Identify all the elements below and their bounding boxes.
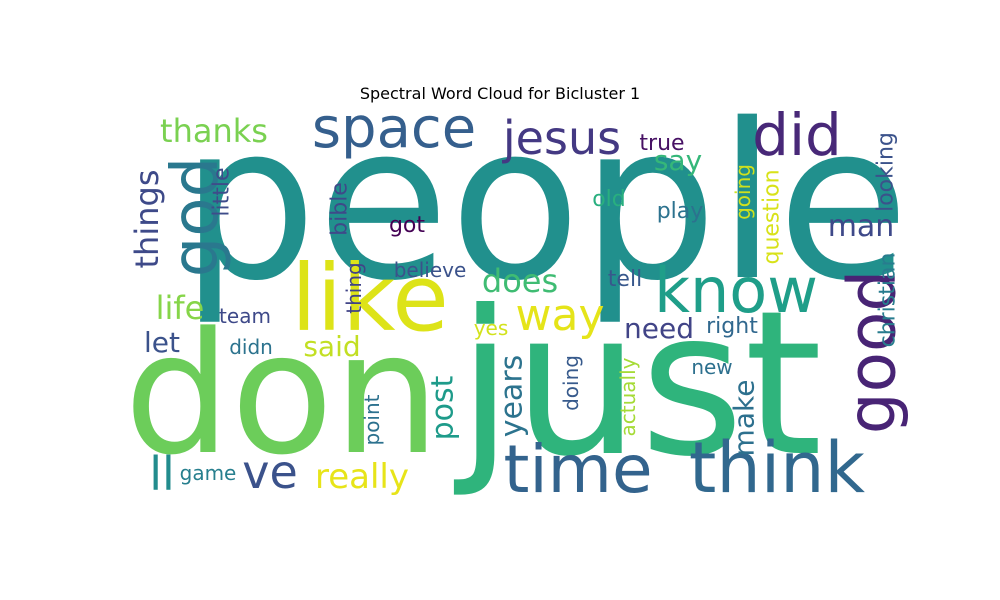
word-post: post [426, 375, 461, 440]
word-bible: bible [328, 182, 353, 236]
chart-title: Spectral Word Cloud for Bicluster 1 [359, 84, 641, 103]
word-jesus: jesus [502, 111, 621, 165]
word-time: time [503, 431, 652, 508]
word-question: question [760, 169, 785, 264]
word-christian: christian [876, 253, 901, 348]
word-play: play [657, 199, 704, 224]
word-just: just [454, 268, 823, 501]
word-people: people [181, 77, 910, 328]
word-little: little [210, 167, 235, 216]
word-looking: looking [874, 132, 899, 212]
word-things: things [128, 170, 166, 269]
word-thanks: thanks [160, 112, 268, 150]
word-believe: believe [394, 258, 467, 282]
word-point: point [360, 394, 384, 445]
word-space: space [312, 96, 476, 161]
word-life: life [156, 289, 205, 327]
word-ve: ve [242, 445, 298, 499]
word-actually: actually [616, 357, 640, 436]
word-ll: ll [149, 447, 175, 501]
word-thing: thing [342, 262, 366, 313]
word-said: said [303, 330, 360, 363]
word-need: need [624, 312, 694, 345]
word-right: right [706, 314, 758, 339]
word-game: game [180, 461, 237, 485]
word-old: old [592, 187, 626, 212]
word-did: did [752, 101, 842, 169]
word-god: god [159, 157, 233, 277]
word-like: like [291, 245, 449, 352]
word-tell: tell [608, 267, 642, 292]
word-let: let [144, 326, 180, 359]
word-team: team [219, 304, 271, 328]
word-yes: yes [474, 316, 509, 340]
word-don: don [124, 296, 440, 492]
word-didn: didn [229, 335, 273, 359]
word-doing: doing [559, 355, 583, 411]
word-true: true [639, 131, 684, 156]
word-make: make [728, 380, 761, 457]
word-years: years [495, 355, 530, 438]
word-new: new [691, 355, 732, 379]
word-think: think [689, 427, 866, 509]
word-really: really [315, 457, 409, 497]
word-way: way [516, 290, 605, 341]
word-got: got [389, 213, 425, 238]
word-going: going [731, 164, 755, 220]
word-does: does [482, 262, 558, 300]
word-say: say [654, 144, 702, 177]
word-man: man [828, 209, 895, 244]
word-good: good [834, 270, 911, 435]
word-know: know [654, 254, 818, 327]
